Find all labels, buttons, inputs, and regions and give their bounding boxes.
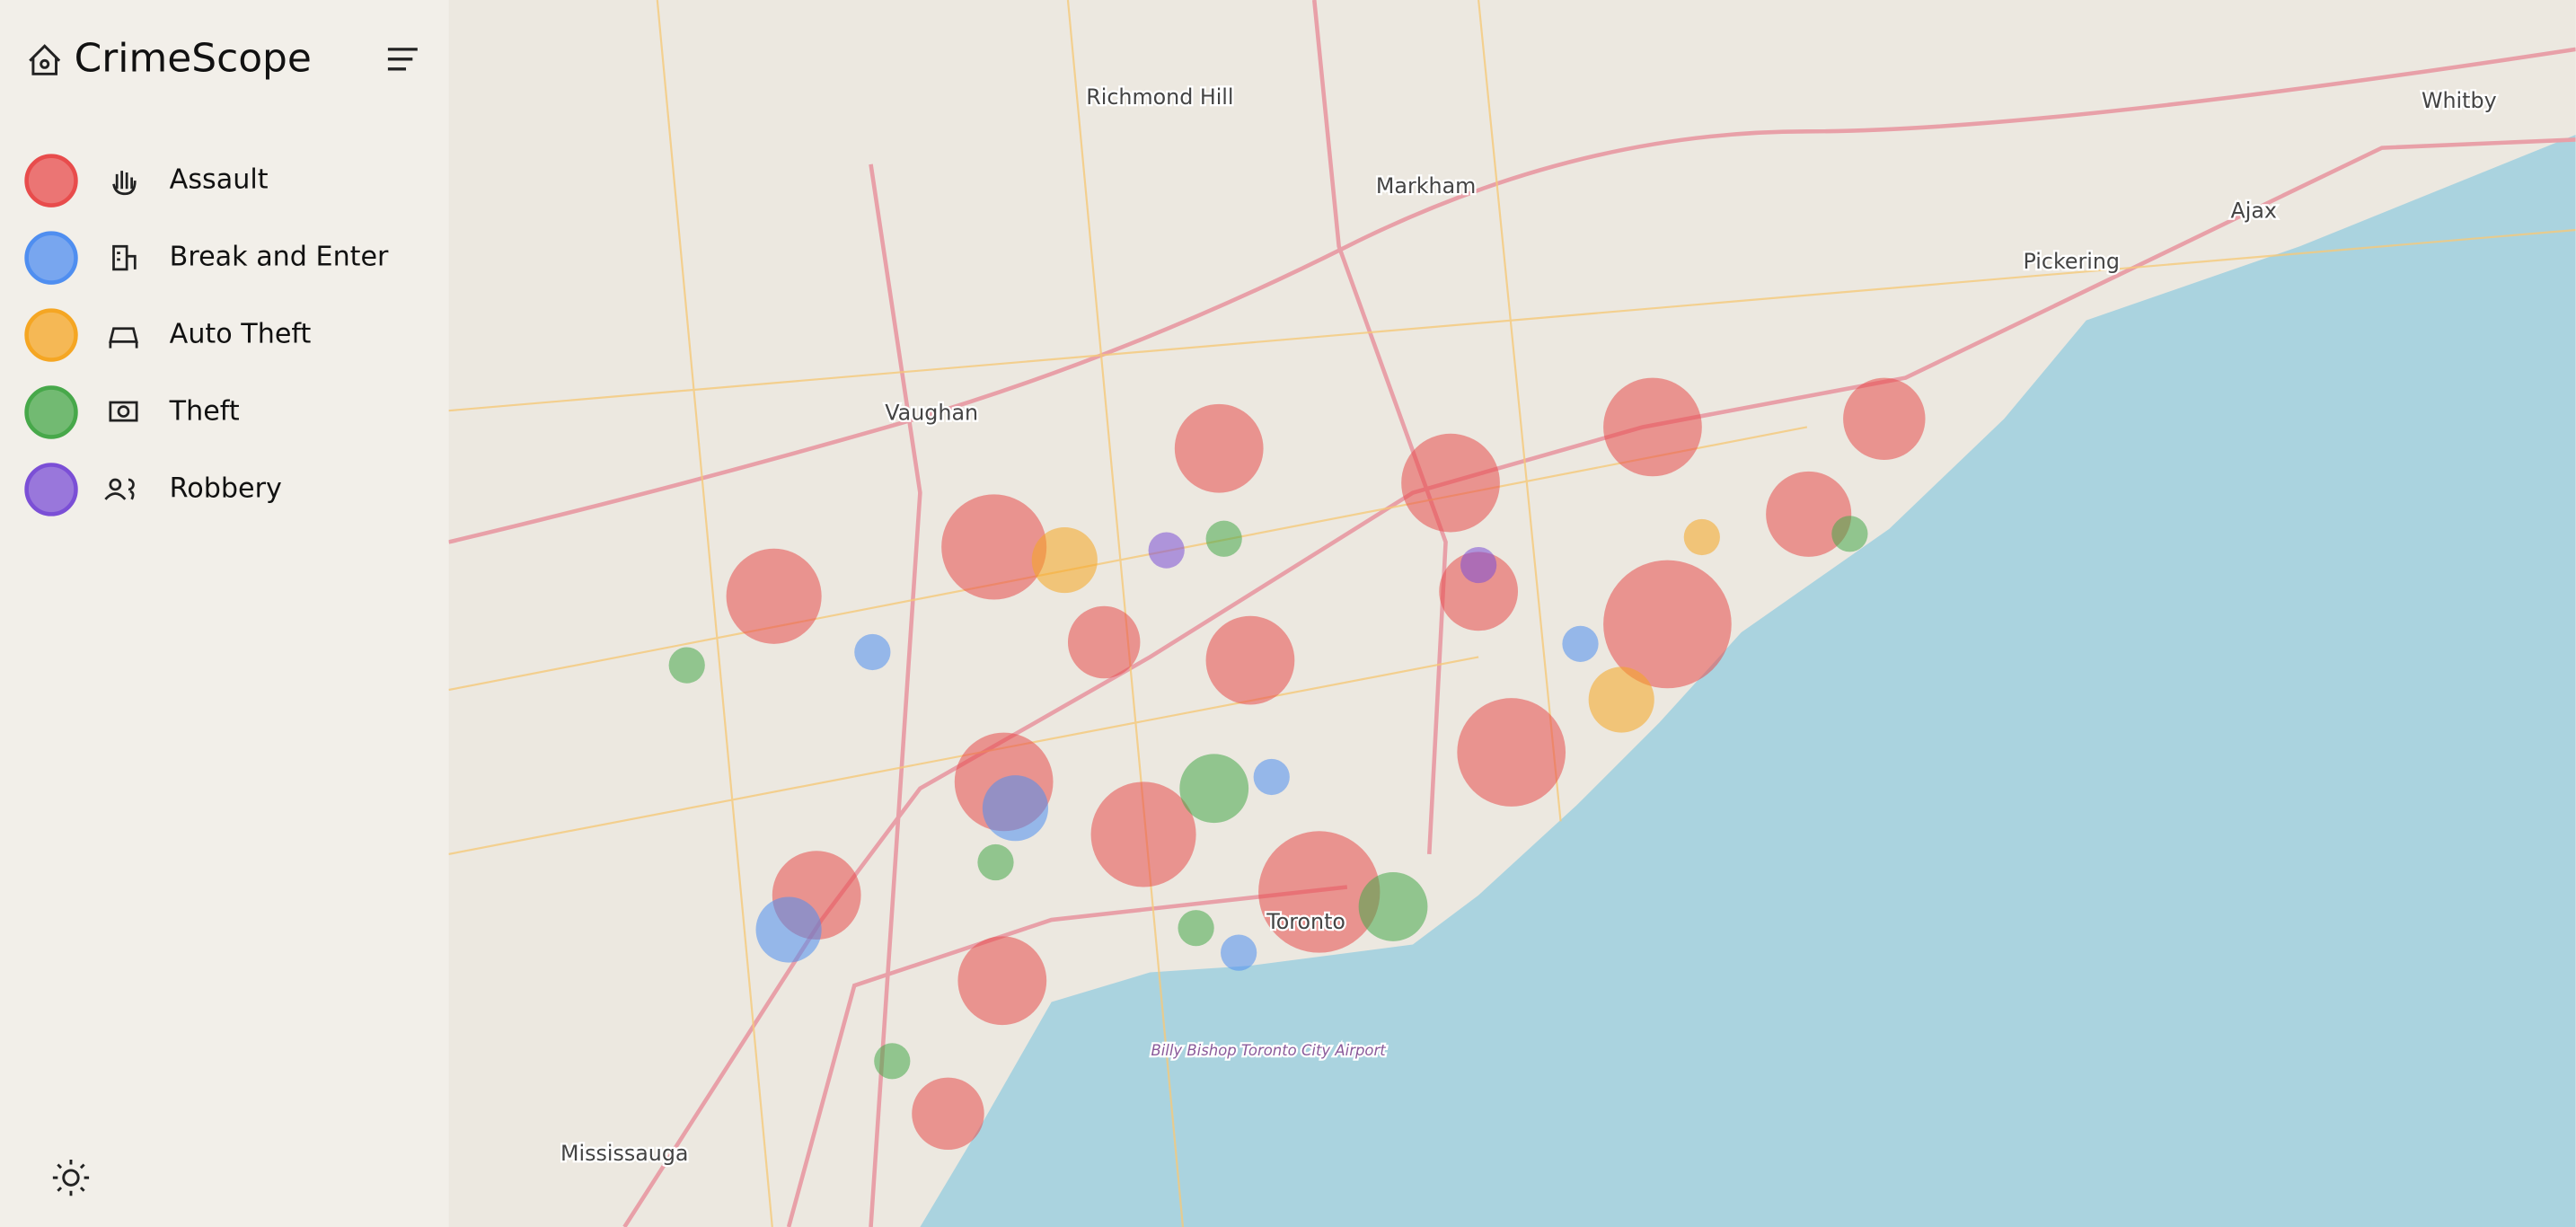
incident-circle[interactable] [1178,910,1214,947]
incident-circle[interactable] [1401,433,1500,533]
place-label: Pickering [2023,249,2120,274]
incident-circle[interactable] [874,1043,911,1080]
legend-label: Robbery [170,472,282,504]
incident-circle[interactable] [1067,605,1141,679]
place-label: Billy Bishop Toronto City Airport [1151,1042,1386,1059]
incident-circle[interactable] [977,843,1014,881]
map[interactable]: Richmond Hill Markham Vaughan Toronto Missis… [448,0,2576,1227]
place-label: Ajax [2230,198,2276,223]
legend-label: Break and Enter [170,242,389,273]
place-label: Markham [1376,173,1476,199]
incident-circle[interactable] [1179,754,1249,824]
incident-circle[interactable] [1221,934,1257,971]
incident-circle[interactable] [755,896,822,963]
theme-toggle[interactable] [52,1160,90,1196]
incident-circle[interactable] [1603,377,1702,477]
incident-circle[interactable] [1174,403,1264,493]
incident-circle[interactable] [1603,560,1732,689]
sidebar [0,0,449,1227]
incident-circle[interactable] [1460,546,1497,584]
incident-circle[interactable] [1253,758,1290,796]
incident-circle[interactable] [668,647,705,684]
incident-circle[interactable] [957,936,1047,1026]
place-label: Richmond Hill [1086,84,1233,110]
incident-circle[interactable] [912,1077,984,1151]
incident-circle[interactable] [1258,831,1381,953]
map-labels: Richmond Hill Markham Vaughan Toronto Missis… [559,83,2499,1168]
legend-swatch [24,463,78,516]
legend-label: Theft [169,395,240,427]
incident-circle[interactable] [1439,552,1519,631]
incident-circle[interactable] [1766,471,1852,557]
legend-item[interactable]: Assault [24,154,269,207]
legend-swatch [24,154,78,207]
incident-circle[interactable] [1562,625,1599,662]
incident-circle[interactable] [1205,520,1242,557]
legend-item[interactable]: Robbery [24,463,282,516]
place-label: Whitby [2422,88,2497,113]
incident-layer [668,377,1926,1151]
app-title: CrimeScope [75,36,312,82]
legend-icon [104,478,135,500]
incident-circle[interactable] [1457,698,1566,807]
water [920,134,2576,1227]
legend-label: Auto Theft [170,319,312,350]
legend-item[interactable]: Break and Enter [24,231,389,285]
legend-item[interactable]: Theft [24,385,240,439]
legend: Assault Break and Enter Auto Theft Theft Rob… [24,154,389,516]
incident-circle[interactable] [1843,377,1926,461]
highways [448,0,2576,1227]
incident-circle[interactable] [854,633,891,671]
legend-icon [109,327,138,349]
legend-item[interactable]: Auto Theft [24,308,312,362]
incident-circle[interactable] [982,775,1049,842]
legend-icon [112,244,137,271]
incident-circle[interactable] [1090,781,1196,887]
incident-circle[interactable] [1588,666,1654,733]
incident-circle[interactable] [1358,872,1428,941]
legend-icon [112,171,137,196]
legend-swatch [24,385,78,439]
incident-circle[interactable] [941,494,1047,600]
place-label: Mississauga [560,1141,689,1166]
incident-circle[interactable] [726,548,822,644]
incident-circle[interactable] [1683,518,1720,556]
incident-circle[interactable] [1031,526,1098,594]
incident-circle[interactable] [1831,516,1868,552]
legend-label: Assault [170,164,269,196]
legend-swatch [24,231,78,285]
legend-icon [109,401,138,422]
home-icon [29,44,61,75]
incident-circle[interactable] [1148,532,1185,569]
place-label: Toronto [1266,909,1345,934]
incident-circle[interactable] [1205,615,1295,705]
place-label: Vaughan [885,400,978,425]
menu-button[interactable] [387,48,418,71]
legend-swatch [24,308,78,362]
